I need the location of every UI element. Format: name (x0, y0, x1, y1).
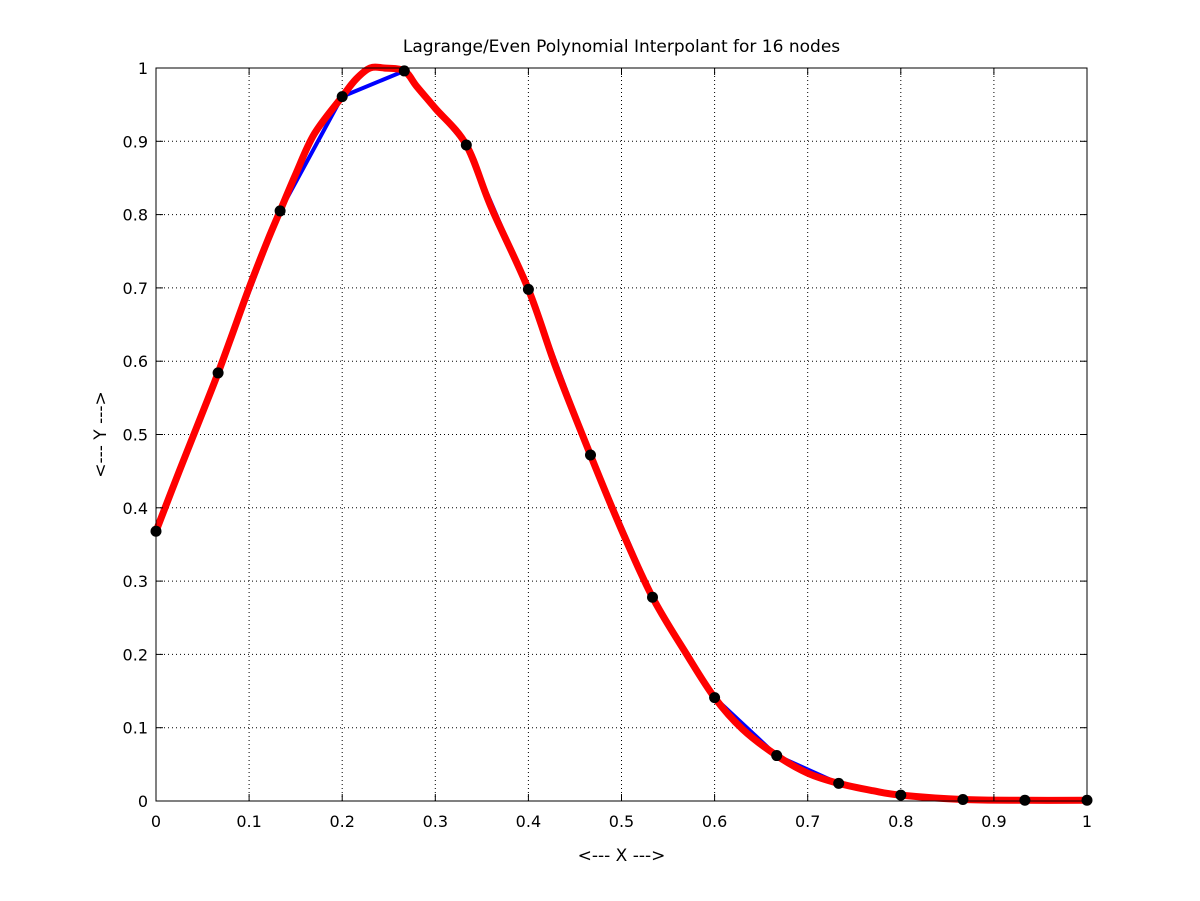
y-tick-label: 0.1 (123, 719, 148, 738)
x-tick-label: 0.7 (795, 812, 820, 831)
node-point (833, 777, 845, 789)
x-tick-label: 0.1 (236, 812, 261, 831)
x-tick-label: 0.8 (888, 812, 913, 831)
y-tick-label: 0 (138, 792, 148, 811)
y-tick-label: 0.2 (123, 645, 148, 664)
node-point (647, 591, 658, 603)
node-point (460, 139, 472, 151)
plot-series (150, 63, 1093, 806)
node-point (336, 91, 348, 103)
node-point (709, 692, 721, 704)
node-point (1019, 794, 1031, 806)
y-axis-label: <--- Y ---> (91, 391, 111, 478)
node-point (957, 794, 969, 806)
x-tick-label: 0.5 (609, 812, 634, 831)
y-tick-label: 0.5 (123, 426, 148, 445)
node-point (274, 205, 286, 217)
x-tick-label: 1 (1082, 812, 1092, 831)
y-tick-label: 0.3 (123, 572, 148, 591)
plot-area (156, 68, 1087, 801)
x-tick-label: 0.3 (423, 812, 448, 831)
y-tick-label: 0.9 (123, 132, 148, 151)
y-tick-label: 0.6 (123, 352, 148, 371)
chart-title: Lagrange/Even Polynomial Interpolant for… (403, 37, 840, 57)
y-tick-label: 0.4 (123, 499, 148, 518)
y-tick-label: 1 (138, 59, 148, 78)
x-axis-label: <--- X ---> (578, 846, 666, 866)
node-point (771, 750, 783, 762)
x-tick-label: 0 (151, 812, 161, 831)
polynomial-interpolant-line (152, 63, 1091, 804)
x-tick-label: 0.9 (981, 812, 1006, 831)
y-tick-label: 0.7 (123, 279, 148, 298)
x-tick-label: 0.4 (516, 812, 541, 831)
node-point (585, 449, 596, 461)
x-tick-label: 0.6 (702, 812, 727, 831)
node-point (522, 283, 534, 295)
x-tick-label: 0.2 (329, 812, 354, 831)
axis-ticks (155, 67, 1088, 802)
node-point (212, 367, 224, 379)
tick-labels: 0 0.1 0.2 0.3 0.4 0.5 0.6 0.7 0.8 0.9 1 0 0.1 0.2 0.3 0… (123, 59, 1093, 831)
node-point (398, 65, 410, 77)
y-tick-label: 0.8 (123, 206, 148, 225)
